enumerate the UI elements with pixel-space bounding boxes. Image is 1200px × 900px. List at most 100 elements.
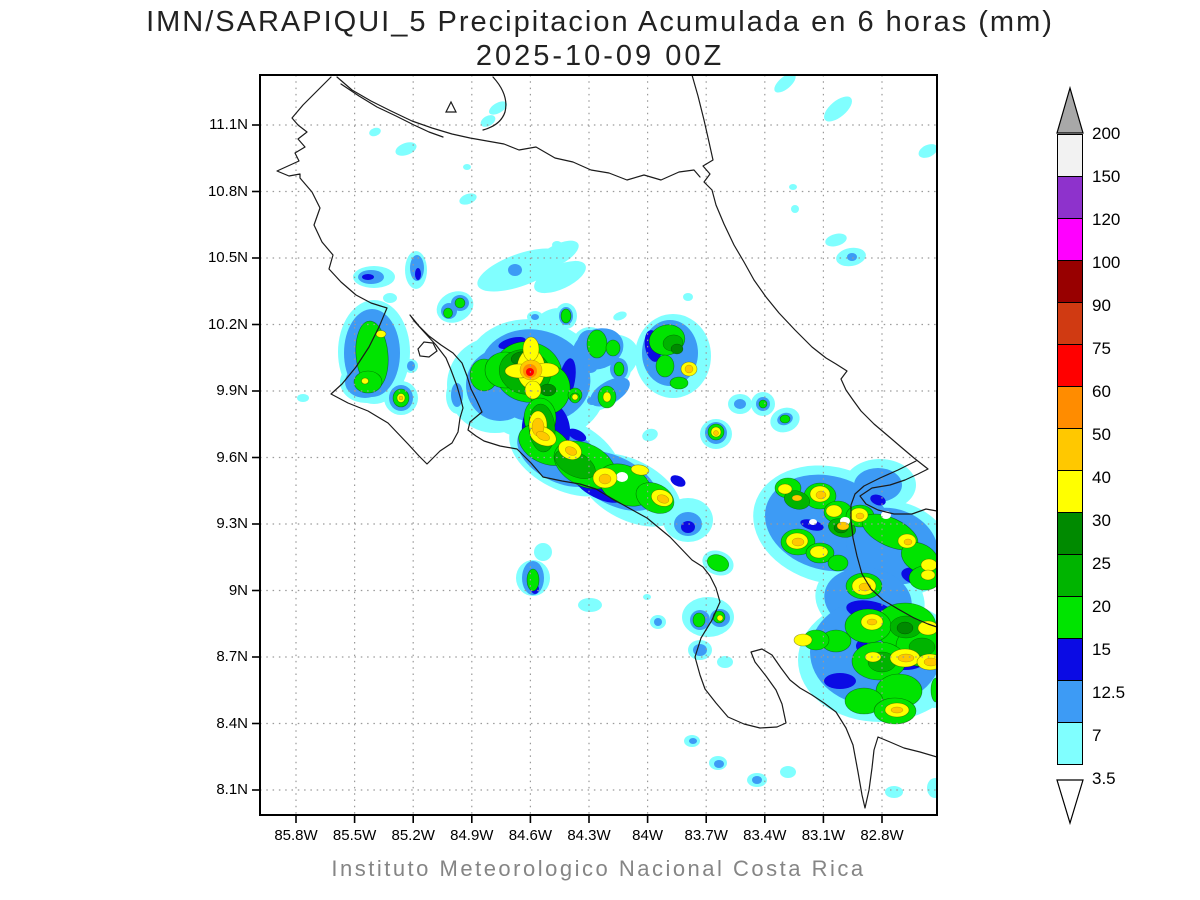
precip-cell bbox=[815, 490, 827, 500]
precip-cell bbox=[524, 380, 542, 400]
pacific-coastline bbox=[276, 76, 937, 809]
precip-cell bbox=[526, 568, 540, 592]
colorbar bbox=[1057, 134, 1083, 765]
colorbar-value-label: 75 bbox=[1092, 339, 1111, 358]
lon-tick-label: 83.1W bbox=[801, 827, 846, 844]
precip-cell bbox=[707, 554, 729, 572]
precip-cell bbox=[791, 494, 803, 502]
lat-tick-label: 9.3N bbox=[216, 515, 248, 532]
lat-tick-label: 10.2N bbox=[207, 315, 248, 333]
colorbar-segment bbox=[1057, 680, 1083, 723]
precip-cell bbox=[693, 644, 707, 656]
lon-tick-label: 84W bbox=[632, 827, 664, 844]
precip-cell bbox=[375, 330, 387, 338]
colorbar-value-label: 40 bbox=[1092, 468, 1111, 487]
precip-cell bbox=[670, 343, 684, 355]
precip-cell bbox=[642, 428, 658, 442]
precip-cell bbox=[681, 521, 695, 533]
colorbar-segment bbox=[1057, 134, 1083, 177]
lat-tick-label: 9.9N bbox=[216, 382, 248, 399]
precip-cell bbox=[809, 545, 829, 559]
precip-cell bbox=[415, 268, 421, 280]
lon-tick-label: 83.4W bbox=[743, 827, 787, 844]
precip-cell bbox=[670, 475, 686, 487]
precip-cell bbox=[454, 297, 466, 309]
precip-cell bbox=[774, 75, 796, 93]
precip-cell bbox=[683, 293, 693, 301]
lon-tick-label: 83.7W bbox=[684, 827, 728, 844]
colorbar-value-label: 20 bbox=[1092, 597, 1111, 616]
precip-cell bbox=[669, 376, 689, 390]
precip-cell bbox=[800, 519, 824, 531]
map-frame bbox=[259, 74, 938, 816]
precip-cell bbox=[777, 483, 793, 495]
precip-cell bbox=[583, 363, 597, 373]
lat-tick-label: 9.6N bbox=[216, 448, 248, 466]
lake-nicaragua-shore bbox=[340, 83, 444, 138]
colorbar-segment bbox=[1057, 596, 1083, 639]
precip-cell bbox=[535, 240, 579, 270]
precip-cell bbox=[383, 293, 397, 303]
precip-cell bbox=[534, 543, 552, 561]
precip-cell bbox=[854, 468, 902, 502]
colorbar-value-label: 50 bbox=[1092, 425, 1111, 444]
volcano-island-triangle bbox=[445, 100, 457, 113]
precip-cell bbox=[920, 569, 936, 581]
colorbar-value-label: 150 bbox=[1092, 167, 1121, 186]
precip-cell bbox=[656, 494, 670, 504]
precip-cell bbox=[789, 184, 797, 190]
lat-tick-label: 10.8N bbox=[207, 182, 248, 200]
lon-tick-label: 85.5W bbox=[332, 827, 377, 844]
precip-cell bbox=[824, 673, 856, 689]
colorbar-segment bbox=[1057, 722, 1083, 765]
precip-cell bbox=[643, 594, 651, 600]
precip-cell bbox=[885, 786, 903, 798]
precip-cell bbox=[825, 233, 847, 247]
precip-cell bbox=[779, 414, 791, 424]
colorbar-bottom-arrow bbox=[1056, 779, 1084, 826]
precip-cell bbox=[480, 115, 496, 127]
precip-cell bbox=[565, 446, 577, 456]
precip-cell bbox=[498, 336, 526, 350]
lon-tick-label: 84.3W bbox=[567, 827, 611, 844]
precip-cell bbox=[714, 760, 724, 768]
colorbar-value-label: 15 bbox=[1092, 640, 1111, 659]
colorbar-value-label: 200 bbox=[1092, 124, 1121, 143]
colorbar-top-arrow bbox=[1056, 85, 1084, 134]
precip-cell bbox=[534, 260, 586, 294]
lat-tick-label: 8.4N bbox=[216, 714, 248, 732]
precip-cell bbox=[362, 274, 374, 280]
colorbar-segment bbox=[1057, 554, 1083, 597]
precip-cell bbox=[655, 354, 675, 378]
coastline-layer bbox=[276, 75, 937, 809]
precip-cell bbox=[920, 558, 937, 572]
precip-cell bbox=[567, 428, 587, 442]
axis-ticks bbox=[252, 124, 883, 823]
colorbar-segment bbox=[1057, 176, 1083, 219]
precip-cell bbox=[791, 537, 805, 547]
precip-cell bbox=[536, 431, 550, 441]
precip-cell bbox=[571, 393, 579, 401]
precip-cell bbox=[586, 329, 608, 359]
precip-cell bbox=[531, 314, 539, 320]
colorbar-segment bbox=[1057, 344, 1083, 387]
page-title: IMN/SARAPIQUI_5 Precipitacion Acumulada … bbox=[146, 6, 1054, 38]
precip-cell bbox=[560, 308, 572, 324]
lake-nicaragua-east-arc bbox=[482, 76, 507, 131]
colorbar-value-label: 90 bbox=[1092, 296, 1111, 315]
precip-cell bbox=[630, 464, 650, 476]
colorbar-segment bbox=[1057, 218, 1083, 261]
precip-cell bbox=[825, 504, 843, 518]
precip-cell bbox=[488, 101, 508, 115]
colorbar-segment bbox=[1057, 386, 1083, 429]
precip-cell bbox=[836, 521, 850, 531]
precip-cell bbox=[713, 430, 719, 436]
precip-cell bbox=[793, 633, 813, 647]
colorbar-value-label: 60 bbox=[1092, 382, 1111, 401]
precip-cell bbox=[866, 618, 878, 626]
precip-cell bbox=[927, 778, 937, 798]
caribbean-coastline bbox=[691, 75, 937, 515]
precip-cell bbox=[602, 391, 612, 403]
colorbar-segment bbox=[1057, 470, 1083, 513]
